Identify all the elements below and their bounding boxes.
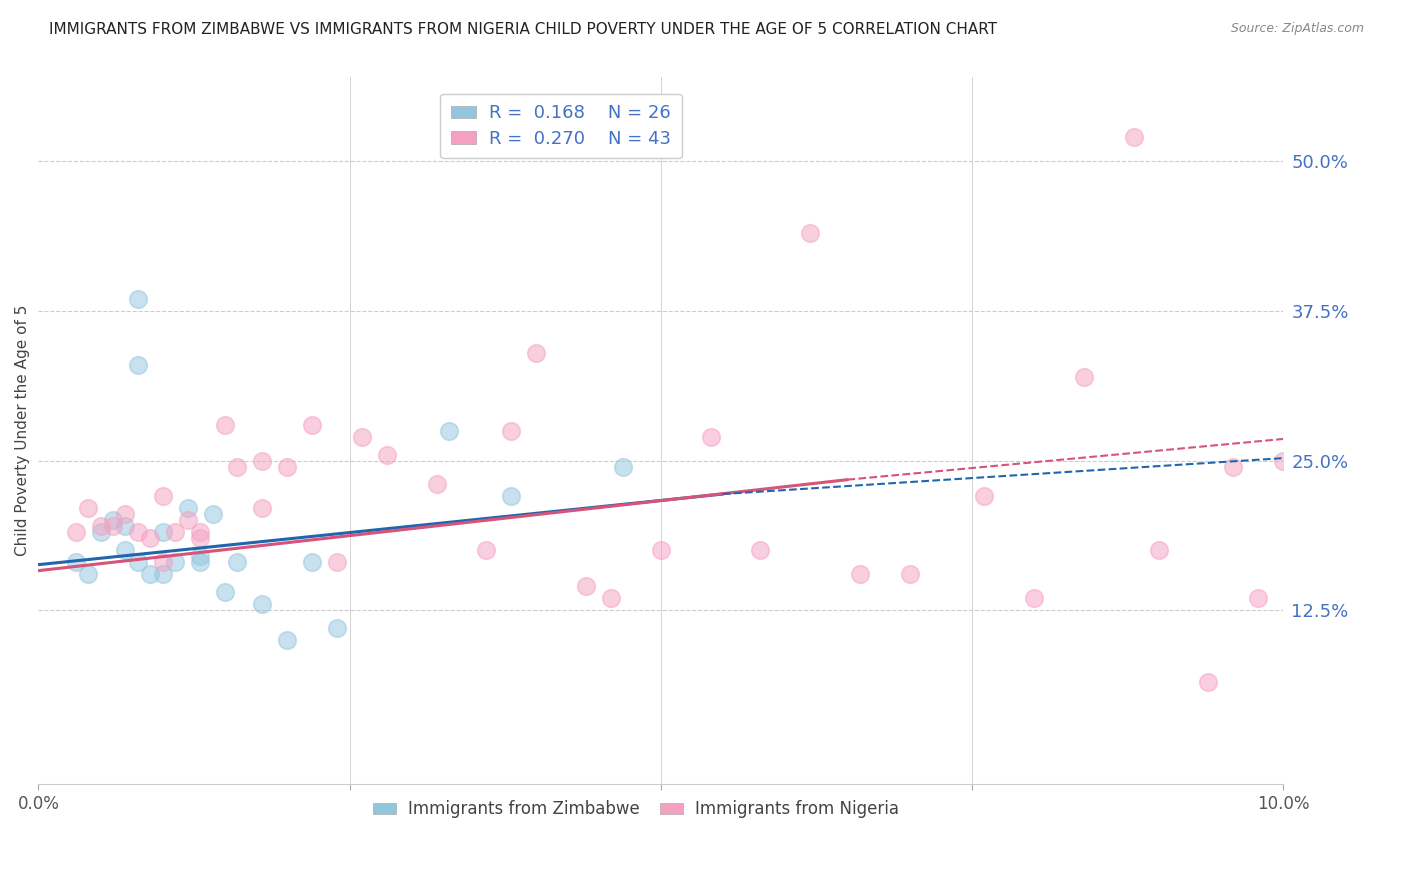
Point <box>127 358 149 372</box>
Y-axis label: Child Poverty Under the Age of 5: Child Poverty Under the Age of 5 <box>15 305 30 557</box>
Point <box>699 429 721 443</box>
Point <box>101 519 124 533</box>
Point <box>1272 453 1295 467</box>
Point <box>188 549 211 564</box>
Point <box>139 532 162 546</box>
Text: Source: ZipAtlas.com: Source: ZipAtlas.com <box>1230 22 1364 36</box>
Point <box>276 633 298 648</box>
Point <box>426 477 449 491</box>
Point <box>1024 591 1046 606</box>
Point <box>326 555 349 569</box>
Point <box>612 459 634 474</box>
Text: IMMIGRANTS FROM ZIMBABWE VS IMMIGRANTS FROM NIGERIA CHILD POVERTY UNDER THE AGE : IMMIGRANTS FROM ZIMBABWE VS IMMIGRANTS F… <box>49 22 997 37</box>
Point <box>301 555 323 569</box>
Point <box>524 345 547 359</box>
Point <box>90 525 112 540</box>
Point <box>375 448 398 462</box>
Point <box>214 417 236 432</box>
Point <box>65 525 87 540</box>
Point <box>114 519 136 533</box>
Point <box>226 555 249 569</box>
Point <box>127 525 149 540</box>
Point <box>749 543 772 558</box>
Point <box>77 567 100 582</box>
Point <box>650 543 672 558</box>
Point <box>114 543 136 558</box>
Point <box>177 513 200 527</box>
Point <box>90 519 112 533</box>
Point <box>165 525 187 540</box>
Point <box>165 555 187 569</box>
Point <box>475 543 498 558</box>
Point <box>799 226 821 240</box>
Point <box>127 292 149 306</box>
Point <box>188 555 211 569</box>
Point <box>600 591 623 606</box>
Legend: Immigrants from Zimbabwe, Immigrants from Nigeria: Immigrants from Zimbabwe, Immigrants fro… <box>367 794 905 825</box>
Point <box>301 417 323 432</box>
Point <box>1197 675 1219 690</box>
Point <box>114 508 136 522</box>
Point <box>139 567 162 582</box>
Point <box>501 490 523 504</box>
Point <box>1247 591 1270 606</box>
Point <box>152 525 174 540</box>
Point <box>77 501 100 516</box>
Point <box>501 424 523 438</box>
Point <box>1147 543 1170 558</box>
Point <box>849 567 872 582</box>
Point <box>898 567 921 582</box>
Point <box>276 459 298 474</box>
Point <box>65 555 87 569</box>
Point <box>101 513 124 527</box>
Point <box>226 459 249 474</box>
Point <box>214 585 236 599</box>
Point <box>188 525 211 540</box>
Point <box>152 567 174 582</box>
Point <box>973 490 995 504</box>
Point <box>1222 459 1244 474</box>
Point <box>201 508 224 522</box>
Point <box>1073 369 1095 384</box>
Point <box>152 490 174 504</box>
Point <box>350 429 373 443</box>
Point <box>188 532 211 546</box>
Point <box>437 424 460 438</box>
Point <box>326 621 349 635</box>
Point <box>252 501 274 516</box>
Point <box>177 501 200 516</box>
Point <box>252 453 274 467</box>
Point <box>127 555 149 569</box>
Point <box>1122 130 1144 145</box>
Point <box>152 555 174 569</box>
Point <box>252 597 274 611</box>
Point <box>575 579 598 593</box>
